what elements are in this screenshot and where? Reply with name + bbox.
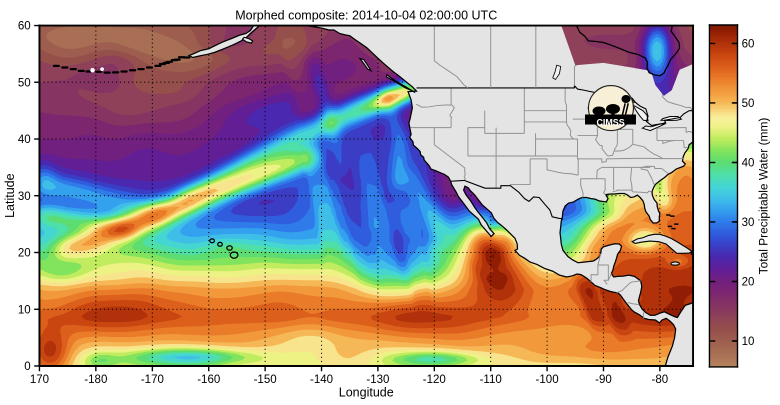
svg-text:60: 60: [18, 21, 31, 33]
svg-text:10: 10: [742, 336, 755, 348]
svg-text:-130: -130: [366, 374, 389, 386]
svg-text:-180: -180: [84, 374, 107, 386]
svg-text:Morphed composite: 2014-10-04: Morphed composite: 2014-10-04 02:00:00 U…: [235, 8, 497, 22]
svg-text:170: 170: [30, 374, 49, 386]
svg-text:CIMSS: CIMSS: [597, 117, 625, 127]
svg-text:-90: -90: [595, 374, 612, 386]
svg-text:-100: -100: [536, 374, 559, 386]
svg-text:40: 40: [742, 158, 755, 170]
svg-text:20: 20: [742, 277, 755, 289]
svg-text:30: 30: [742, 217, 755, 229]
svg-text:-80: -80: [652, 374, 669, 386]
svg-text:-150: -150: [254, 374, 277, 386]
svg-text:10: 10: [18, 304, 31, 316]
svg-text:20: 20: [18, 248, 31, 260]
svg-text:0: 0: [24, 361, 30, 373]
svg-text:40: 40: [18, 134, 31, 146]
svg-text:50: 50: [742, 98, 755, 110]
svg-text:60: 60: [742, 39, 755, 51]
svg-text:Longitude: Longitude: [339, 386, 394, 400]
svg-text:30: 30: [18, 191, 31, 203]
svg-text:Latitude: Latitude: [3, 173, 17, 218]
svg-text:-120: -120: [423, 374, 446, 386]
svg-text:Total Precipitable Water (mm): Total Precipitable Water (mm): [756, 118, 770, 275]
svg-text:-140: -140: [310, 374, 333, 386]
svg-text:-170: -170: [141, 374, 164, 386]
svg-text:50: 50: [18, 77, 31, 89]
svg-text:-160: -160: [197, 374, 220, 386]
svg-text:-110: -110: [480, 374, 502, 386]
